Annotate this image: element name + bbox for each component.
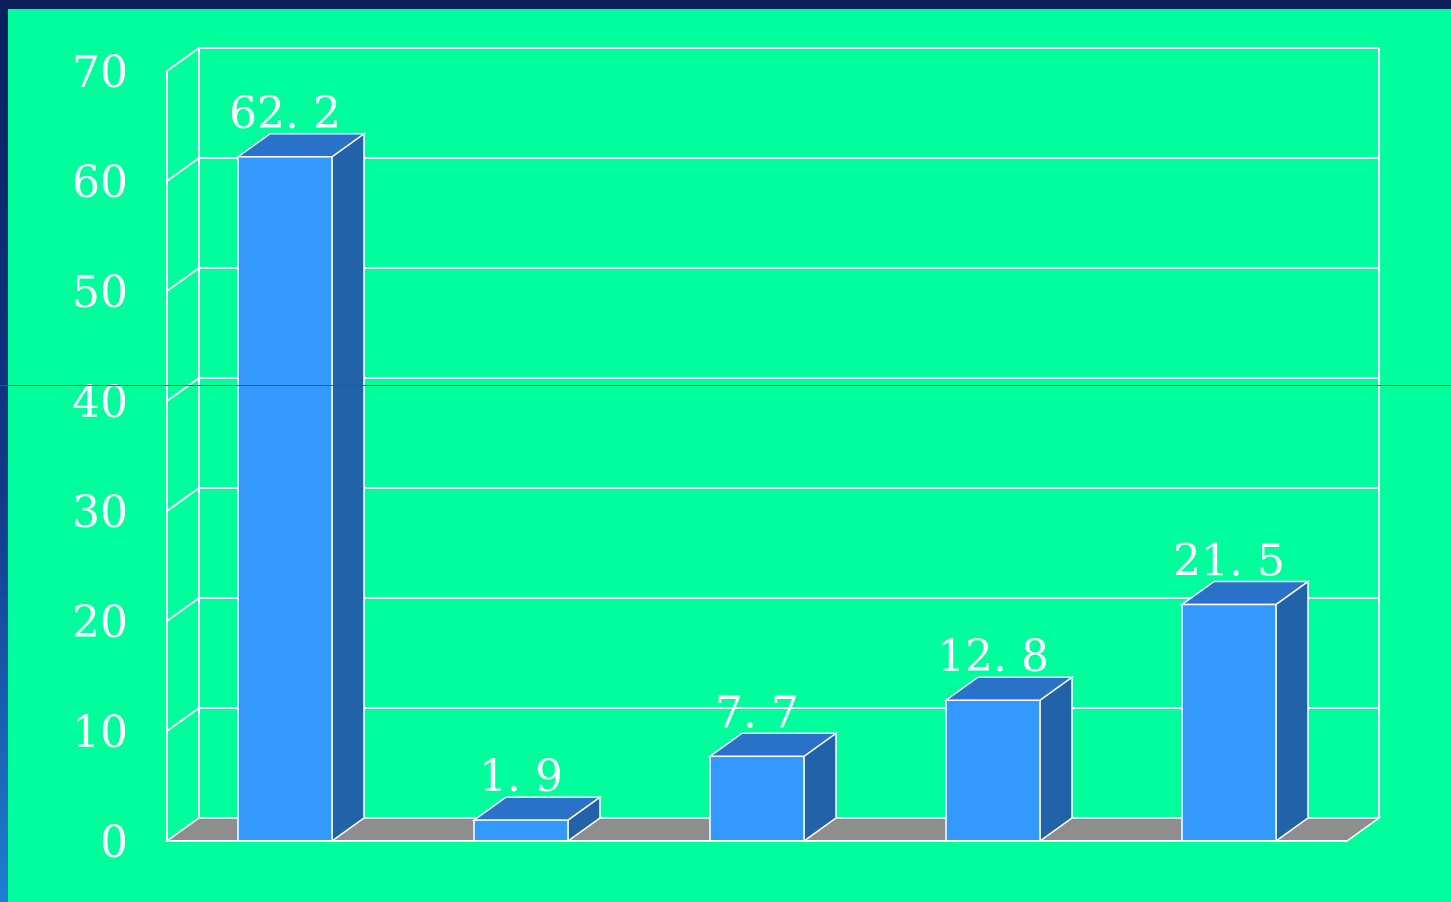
bar-value-label-2: 1. 9 bbox=[479, 751, 563, 802]
bar-2 bbox=[471, 795, 603, 843]
gridline-wall-20 bbox=[166, 597, 200, 622]
bar-side-4 bbox=[1039, 675, 1073, 843]
y-tick-label-0: 0 bbox=[100, 817, 128, 868]
bar-1 bbox=[235, 132, 367, 843]
y-tick-label-10: 10 bbox=[72, 707, 128, 758]
y-tick-label-70: 70 bbox=[72, 47, 128, 98]
gridline-wall-50 bbox=[166, 267, 200, 292]
bar-3 bbox=[707, 731, 839, 843]
bar-4 bbox=[943, 675, 1075, 843]
window-left-border bbox=[0, 0, 8, 902]
bar-front-1 bbox=[237, 156, 333, 842]
gridline-wall-60 bbox=[166, 157, 200, 182]
bar-value-label-3: 7. 7 bbox=[715, 687, 799, 738]
gridline-wall-30 bbox=[166, 487, 200, 512]
bar-value-label-1: 62. 2 bbox=[229, 88, 341, 139]
bar-front-5 bbox=[1181, 603, 1277, 842]
y-tick-label-60: 60 bbox=[72, 157, 128, 208]
gridline-wall-40 bbox=[166, 377, 200, 402]
gridline-wall-70 bbox=[166, 47, 200, 72]
bar-value-label-5: 21. 5 bbox=[1173, 536, 1285, 587]
y-tick-label-30: 30 bbox=[72, 487, 128, 538]
y-tick-label-20: 20 bbox=[72, 597, 128, 648]
y-tick-label-50: 50 bbox=[72, 267, 128, 318]
gridline-wall-10 bbox=[166, 707, 200, 732]
bar-side-1 bbox=[331, 132, 365, 843]
bar-5 bbox=[1179, 580, 1311, 843]
window-top-border bbox=[0, 0, 1451, 9]
horizontal-divider-line bbox=[0, 385, 1451, 386]
bar-front-3 bbox=[709, 755, 805, 842]
bar-value-label-4: 12. 8 bbox=[937, 631, 1049, 682]
bar-side-5 bbox=[1275, 580, 1309, 843]
bar-front-2 bbox=[473, 819, 569, 842]
bar-front-4 bbox=[945, 699, 1041, 842]
